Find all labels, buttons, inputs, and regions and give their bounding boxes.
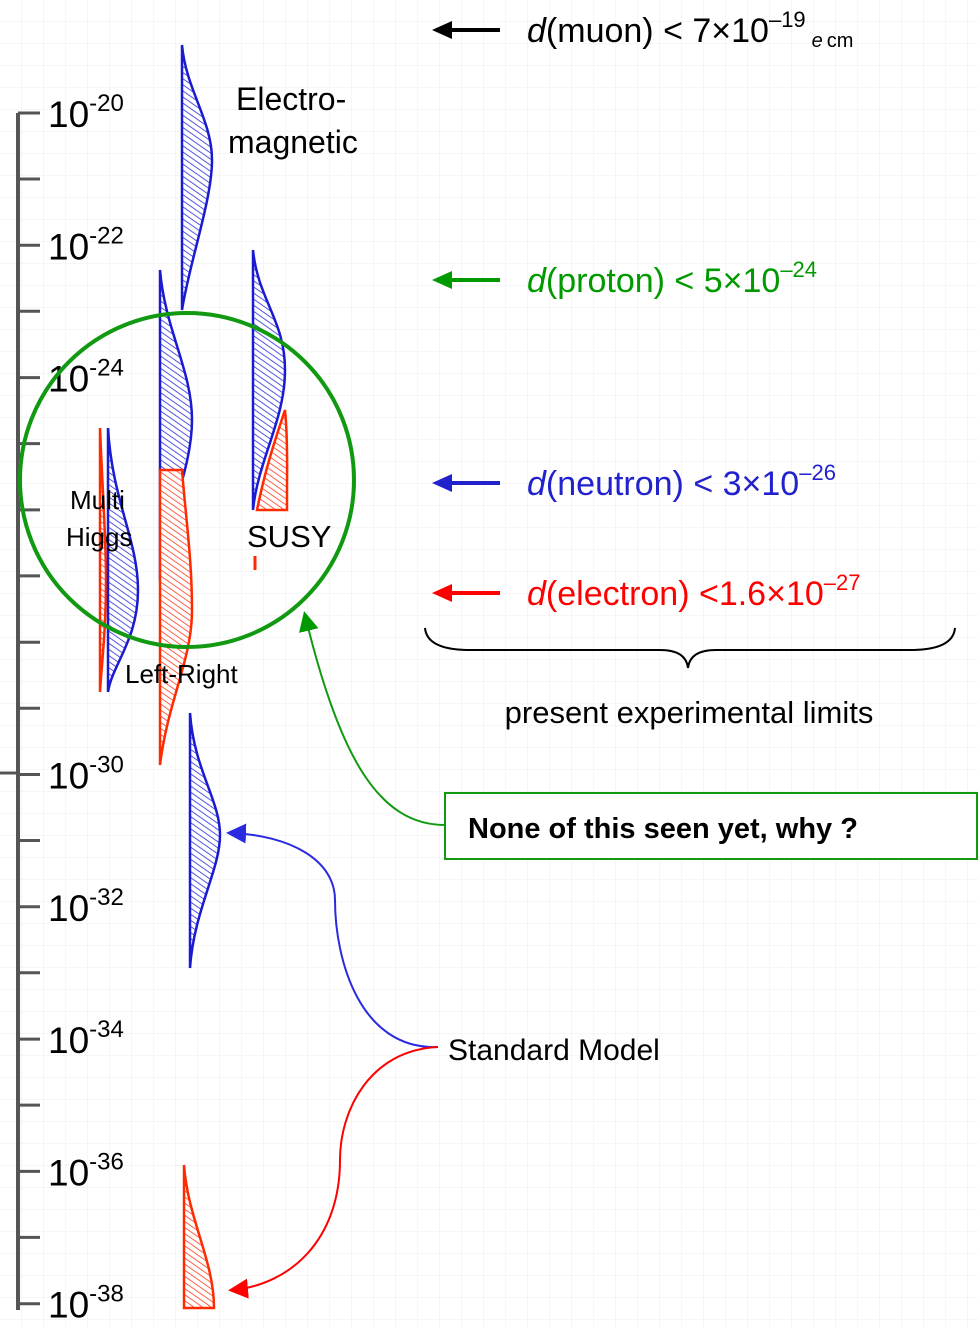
limits: d(muon) < 7×10–19e cmd(proton) < 5×10–24d… [432, 7, 860, 613]
limit-symbol: d [527, 465, 547, 503]
tick-base: 10 [48, 226, 89, 267]
limit-exponent: –19 [769, 7, 806, 32]
tick-base: 10 [48, 1020, 89, 1061]
limit-arrowhead [432, 21, 452, 39]
tick-exponent: -32 [89, 884, 124, 911]
multi-higgs-label: Multi [70, 485, 125, 515]
limit-symbol: d [527, 12, 547, 50]
sm-arrow-electron [228, 1046, 439, 1299]
limit-arrowhead [432, 584, 452, 602]
tick-base: 10 [48, 888, 89, 929]
tick-exponent: -38 [89, 1281, 124, 1308]
tick-label: 10-34 [48, 1016, 124, 1061]
limit-text: d(proton) < 5×10–24 [527, 257, 817, 300]
tick-label: 10-32 [48, 884, 124, 929]
em-label: Electro- [236, 81, 346, 117]
limit-exponent: –27 [824, 570, 861, 595]
tick-base: 10 [48, 1152, 89, 1193]
limit-arrowhead [432, 474, 452, 492]
tick-label: 10-38 [48, 1281, 124, 1326]
multi-higgs-label: Higgs [66, 522, 132, 552]
electromagnetic-shape [180, 44, 214, 311]
limit-unit: cm [827, 30, 854, 52]
susy-blue [251, 249, 287, 511]
question-text: None of this seen yet, why ? [468, 813, 858, 845]
sm-arrow-neutron [226, 823, 439, 1049]
standard-model-label: Standard Model [448, 1034, 660, 1067]
tick-base: 10 [48, 1285, 89, 1326]
limit-value: (electron) <1.6×10 [546, 575, 824, 613]
limit-symbol: d [527, 575, 547, 613]
tick-label: 10-22 [48, 222, 124, 267]
limit-value: (neutron) < 3×10 [546, 465, 799, 503]
brace [424, 627, 956, 669]
em-label: magnetic [228, 124, 358, 160]
limit-symbol: d [527, 262, 547, 300]
limit-exponent: –24 [780, 257, 817, 282]
standard-model-red [182, 1164, 216, 1310]
tick-label: 10-36 [48, 1148, 124, 1193]
tick-base: 10 [48, 94, 89, 135]
limit-exponent: –26 [799, 460, 836, 485]
tick-exponent: -30 [89, 752, 124, 779]
tick-label: 10-20 [48, 90, 124, 135]
models-circle [18, 311, 356, 649]
distributions [98, 44, 289, 1310]
limit-text: d(electron) <1.6×10–27 [527, 570, 860, 613]
question-arrow [299, 611, 446, 826]
tick-base: 10 [48, 756, 89, 797]
tick-exponent: -20 [89, 90, 124, 117]
limit-value: (muon) < 7×10 [546, 12, 769, 50]
left-right-label: Left-Right [125, 659, 238, 689]
susy-label: SUSY [247, 519, 331, 554]
limit-text: d(neutron) < 3×10–26 [527, 460, 836, 503]
limit-unit-symbol: e [812, 30, 823, 52]
limits-caption: present experimental limits [505, 695, 874, 730]
limit-value: (proton) < 5×10 [546, 262, 780, 300]
tick-exponent: -24 [89, 355, 124, 382]
susy-red [255, 409, 289, 512]
left-right-red [158, 468, 194, 766]
tick-exponent: -22 [89, 222, 124, 249]
tick-exponent: -34 [89, 1016, 124, 1043]
limit-arrowhead [432, 271, 452, 289]
tick-label: 10-30 [48, 752, 124, 797]
limit-text: d(muon) < 7×10–19 e cm [527, 7, 853, 52]
tick-exponent: -36 [89, 1148, 124, 1175]
multi-higgs-blue [106, 427, 140, 693]
standard-model-blue [188, 712, 222, 969]
